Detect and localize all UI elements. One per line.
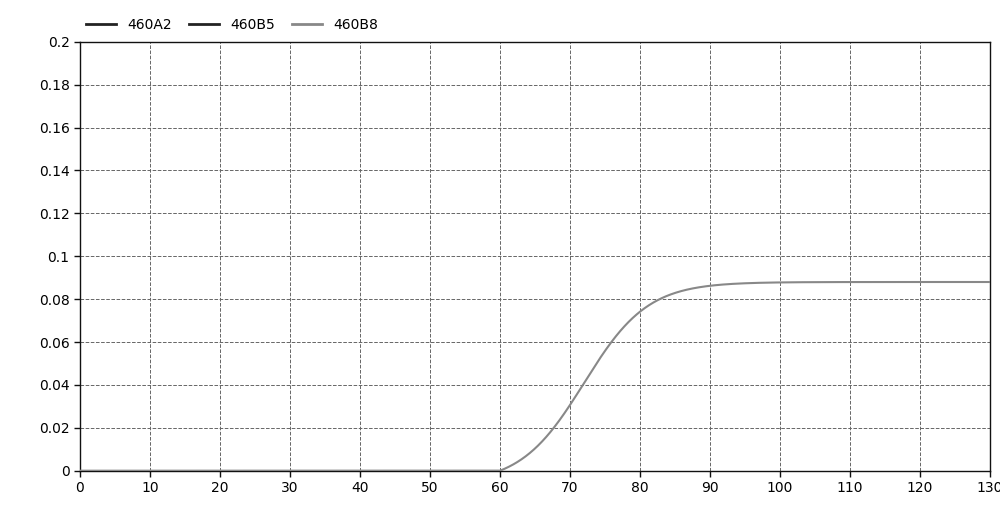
Legend: 460A2, 460B5, 460B8: 460A2, 460B5, 460B8 — [80, 13, 384, 38]
